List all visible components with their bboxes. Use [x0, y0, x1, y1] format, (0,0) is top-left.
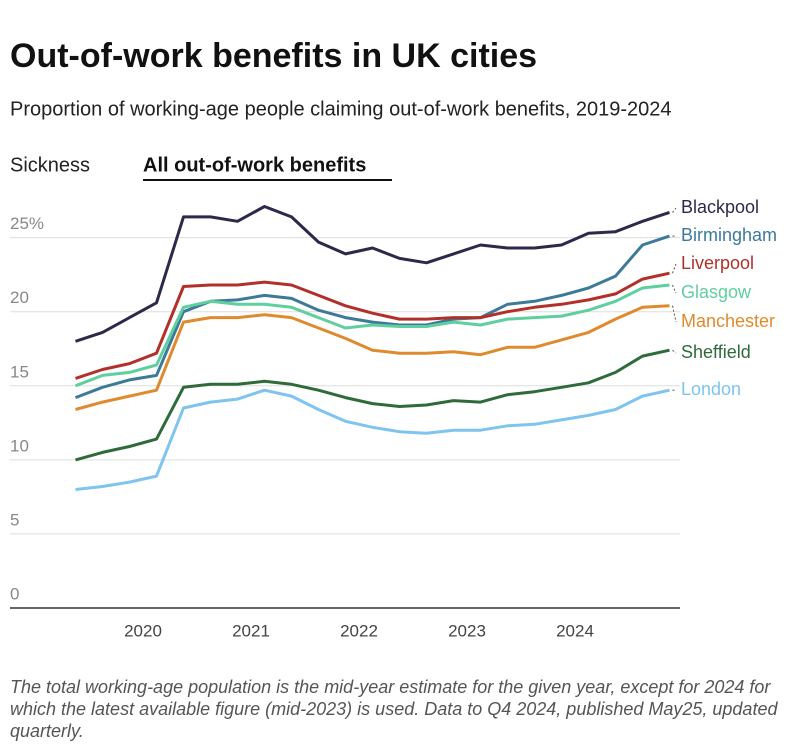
y-tick-label: 15 [10, 362, 29, 381]
legend-label: Blackpool [681, 197, 759, 217]
y-tick-label: 0 [10, 584, 19, 603]
x-tick-label: 2024 [556, 621, 594, 640]
line [74, 283, 670, 388]
line [75, 205, 670, 343]
legend-label: Birmingham [681, 225, 777, 245]
line [75, 348, 670, 462]
line [75, 304, 670, 411]
tab[interactable]: Sickness [10, 154, 90, 176]
legend-label: Sheffield [681, 342, 751, 362]
legend-label: Liverpool [681, 253, 754, 273]
chart-subtitle: Proportion of working-age people claimin… [10, 98, 672, 120]
line [75, 271, 670, 380]
footnote: The total working-age population is the … [10, 677, 778, 741]
leader-line [672, 349, 677, 354]
leader-line [672, 207, 677, 213]
y-tick-label: 20 [10, 288, 29, 307]
tab-active[interactable]: All out-of-work benefits [143, 154, 366, 176]
x-tick-label: 2020 [124, 621, 162, 640]
leader-line [672, 305, 677, 323]
legend-label: London [681, 379, 741, 399]
x-tick-label: 2022 [340, 621, 378, 640]
line [75, 388, 670, 491]
chart-title: Out-of-work benefits in UK cities [10, 37, 537, 75]
y-tick-label: 10 [10, 436, 29, 455]
legend-label: Manchester [681, 311, 775, 331]
legend-label: Glasgow [681, 282, 752, 302]
x-tick-label: 2023 [448, 621, 486, 640]
line [74, 234, 670, 400]
leader-line [672, 284, 677, 294]
leader-line [672, 263, 677, 274]
y-tick-label: 5 [10, 510, 19, 529]
y-tick-label: 25% [10, 214, 44, 233]
x-tick-label: 2021 [232, 621, 270, 640]
